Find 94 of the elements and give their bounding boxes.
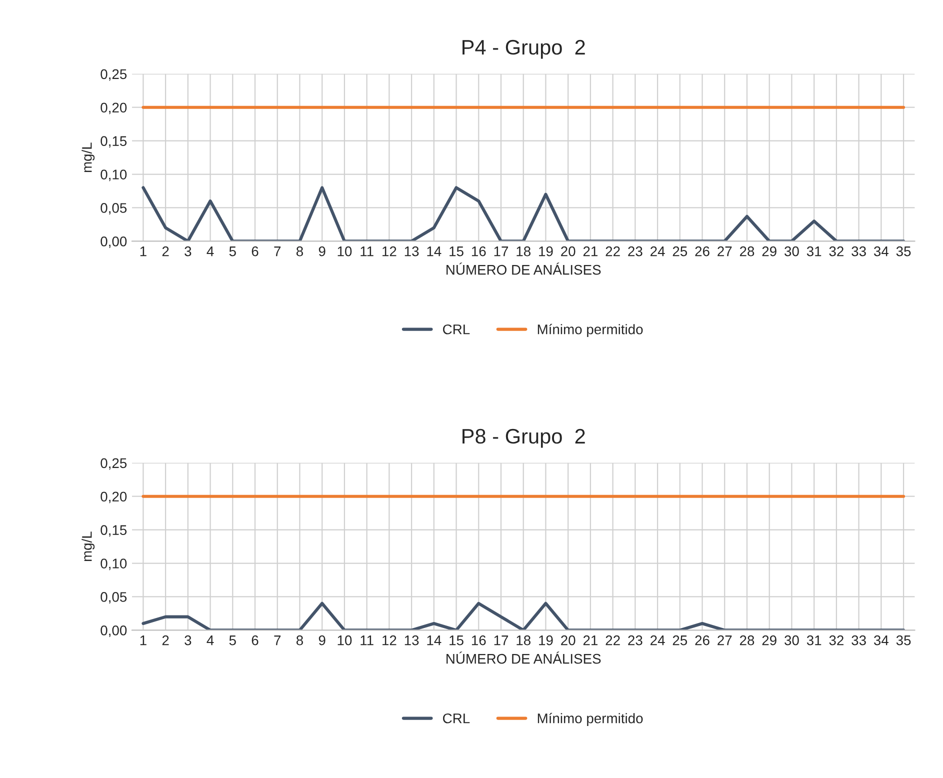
x-tick-label: 29 [762,635,776,646]
x-tick-label: 12 [382,635,396,646]
x-tick-label: 15 [450,246,464,256]
x-tick-label: 18 [516,246,530,256]
x-tick-label: 20 [561,635,576,646]
x-tick-label: 20 [561,246,576,256]
y-tick-label: 0,25 [100,458,127,470]
y-tick-label: 0,10 [100,558,127,570]
x-tick-label: 5 [229,246,236,256]
y-tick-label: 0,05 [100,592,127,604]
y-tick-label: 0,15 [100,136,127,148]
x-tick-label: 24 [650,246,665,256]
x-tick-label: 13 [404,635,419,646]
x-tick-label: 6 [252,635,258,646]
chart-title: P8 - Grupo 2 [462,428,585,448]
y-axis-title: mg/L [82,142,95,172]
y-tick-label: 0,15 [100,525,127,537]
x-tick-label: 16 [472,635,486,646]
line-series [142,186,906,242]
x-tick-label: 12 [382,246,396,256]
x-tick-label: 29 [762,246,776,256]
x-tick-label: 27 [718,246,732,256]
x-tick-label: 27 [718,635,732,646]
x-axis-title: NÚMERO DE ANÁLISES [446,262,601,275]
x-tick-label: 34 [874,635,888,646]
line-series [142,602,906,630]
y-tick-label: 0,20 [100,102,127,114]
x-tick-label: 4 [206,636,214,646]
x-tick-label: 1 [140,246,146,256]
legend-label: Mínimo permitido [538,324,643,338]
legend-label: CRL [443,324,470,334]
x-tick-label: 25 [672,246,688,256]
x-tick-label: 32 [829,635,844,646]
x-tick-label: 14 [427,246,442,256]
x-axis-title: NÚMERO DE ANÁLISES [446,652,601,664]
x-tick-label: 26 [695,635,710,646]
x-tick-label: 3 [184,246,192,256]
x-tick-label: 7 [274,636,281,646]
x-tick-label: 2 [162,635,169,646]
x-tick-label: 15 [450,636,464,646]
x-tick-label: 13 [404,246,419,256]
x-tick-label: 17 [494,246,508,256]
x-tick-label: 26 [695,246,710,256]
x-tick-label: 22 [606,246,620,256]
x-tick-label: 10 [338,246,352,256]
x-tick-label: 16 [472,246,486,256]
x-tick-label: 19 [539,635,553,646]
x-tick-label: 19 [539,246,553,256]
x-tick-label: 11 [360,636,374,646]
x-tick-label: 17 [494,636,508,646]
x-tick-label: 3 [184,635,192,646]
x-tick-label: 9 [318,635,326,646]
x-tick-label: 6 [252,246,258,256]
x-tick-label: 25 [672,635,688,646]
x-tick-label: 14 [427,636,442,646]
x-tick-label: 21 [583,635,598,646]
x-tick-label: 35 [896,635,911,646]
x-tick-label: 11 [360,246,374,256]
x-tick-label: 24 [650,635,665,646]
x-tick-label: 33 [852,246,866,256]
legend-label: Mínimo permitido [538,712,643,726]
x-tick-label: 2 [162,246,169,256]
x-tick-label: 32 [829,246,844,256]
y-tick-label: 0,00 [100,236,127,248]
x-tick-label: 28 [740,635,754,646]
x-tick-label: 8 [296,635,303,646]
x-tick-label: 23 [628,246,642,256]
x-tick-label: 5 [229,636,236,646]
x-tick-label: 33 [852,635,866,646]
y-tick-label: 0,25 [100,69,127,81]
x-tick-label: 28 [740,246,754,256]
y-axis-title: mg/L [82,532,95,562]
x-tick-label: 4 [206,246,214,256]
x-tick-label: 22 [606,635,620,646]
y-tick-label: 0,20 [100,492,127,504]
x-tick-label: 21 [583,246,598,256]
x-tick-label: 23 [628,635,642,646]
x-tick-label: 31 [806,635,822,646]
x-tick-label: 34 [874,246,888,256]
chart-title: P4 - Grupo 2 [462,40,585,59]
x-tick-label: 1 [140,636,146,646]
x-tick-label: 8 [296,246,303,256]
x-tick-label: 30 [784,246,799,256]
x-tick-label: 30 [784,635,799,646]
x-tick-label: 18 [516,635,530,646]
y-tick-label: 0,00 [100,626,127,637]
x-tick-label: 9 [318,246,326,256]
x-tick-label: 7 [274,246,281,256]
x-tick-label: 31 [806,246,822,256]
y-tick-label: 0,05 [100,203,127,215]
x-tick-label: 10 [338,635,352,646]
x-tick-label: 35 [896,246,911,256]
y-tick-label: 0,10 [100,170,127,182]
legend-label: CRL [443,713,470,724]
